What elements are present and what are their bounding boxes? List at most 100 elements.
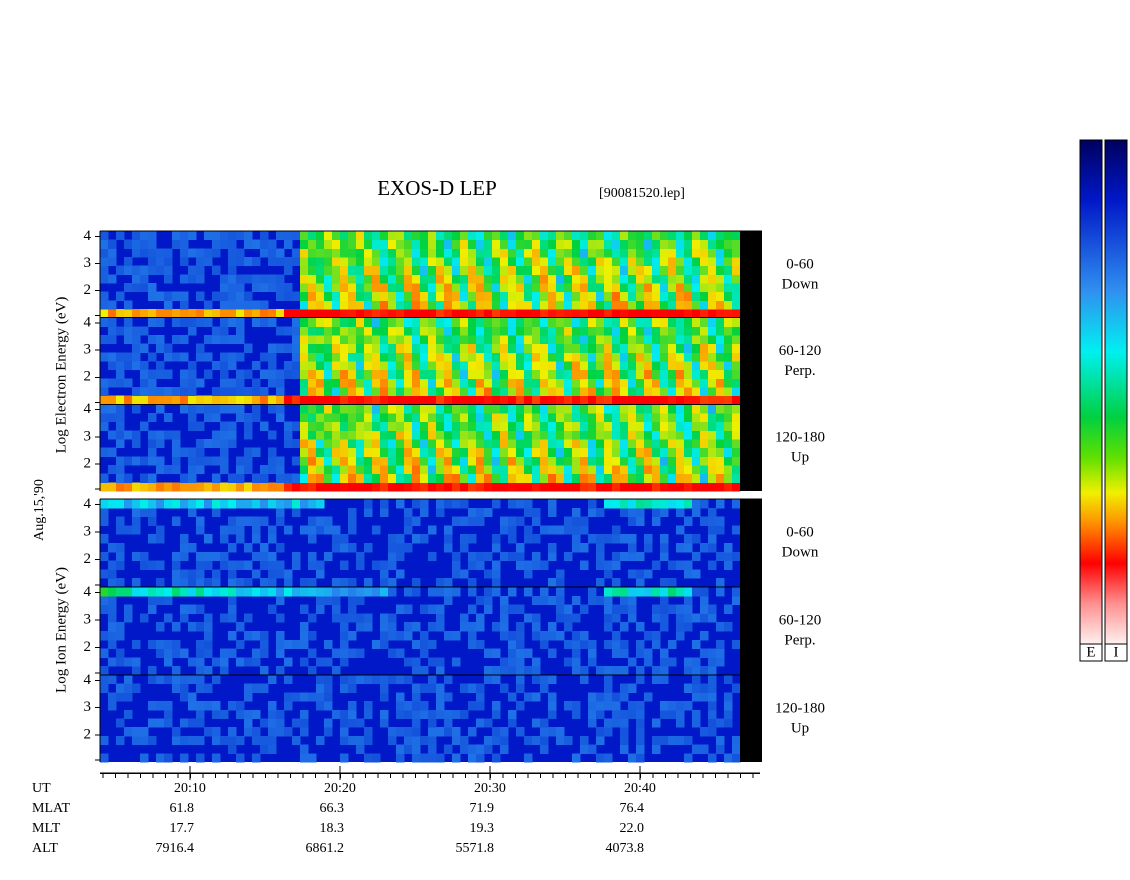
spectrogram-cell — [348, 525, 357, 535]
spectrogram-cell — [468, 274, 477, 284]
spectrogram-cell — [172, 291, 181, 301]
spectrogram-cell — [252, 587, 261, 597]
spectrogram-cell — [492, 735, 501, 746]
spectrogram-cell — [196, 516, 205, 526]
spectrogram-cell — [500, 683, 509, 693]
spectrogram-cell — [484, 274, 493, 284]
spectrogram-cell — [300, 578, 309, 588]
spectrogram-cell — [604, 430, 613, 440]
spectrogram-cell — [132, 499, 141, 509]
spectrogram-cell — [324, 239, 333, 249]
spectrogram-cell — [636, 507, 645, 518]
spectrogram-cell — [356, 648, 365, 658]
spectrogram-cell — [300, 421, 309, 431]
spectrogram-cell — [364, 430, 373, 440]
spectrogram-cell — [268, 560, 277, 570]
spectrogram-cell — [348, 473, 357, 483]
spectrogram-cell — [268, 257, 277, 267]
spectrogram-cell — [492, 378, 501, 388]
spectrogram-cell — [692, 499, 701, 509]
spectrogram-cell — [628, 430, 637, 440]
spectrogram-cell — [292, 551, 301, 562]
spectrogram-cell — [580, 335, 589, 345]
spectrogram-cell — [668, 560, 677, 570]
spectrogram-cell — [708, 343, 717, 353]
spectrogram-cell — [404, 239, 413, 249]
spectrogram-cell — [692, 369, 701, 379]
spectrogram-cell — [516, 648, 525, 658]
spectrogram-cell — [396, 300, 405, 310]
spectrogram-cell — [244, 300, 253, 310]
spectrogram-cell — [124, 482, 133, 492]
spectrogram-cell — [572, 701, 581, 711]
spectrogram-cell — [652, 447, 661, 457]
spectrogram-cell — [380, 257, 389, 267]
spectrogram-cell — [276, 231, 285, 241]
spectrogram-cell — [460, 309, 469, 319]
spectrogram-cell — [620, 438, 629, 449]
spectrogram-cell — [212, 361, 221, 371]
spectrogram-cell — [148, 335, 157, 345]
spectrogram-cell — [444, 473, 453, 483]
spectrogram-cell — [604, 622, 613, 632]
spectrogram-cell — [628, 657, 637, 667]
spectrogram-cell — [180, 309, 189, 319]
spectrogram-cell — [692, 683, 701, 693]
spectrogram-cell — [500, 369, 509, 379]
spectrogram-cell — [332, 231, 341, 241]
spectrogram-cell — [636, 456, 645, 466]
spectrogram-cell — [652, 257, 661, 267]
spectrogram-cell — [212, 675, 221, 685]
spectrogram-cell — [108, 378, 117, 388]
spectrogram-cell — [284, 692, 293, 702]
spectrogram-cell — [484, 239, 493, 249]
spectrogram-cell — [148, 309, 157, 319]
spectrogram-cell — [652, 239, 661, 249]
spectrogram-cell — [636, 578, 645, 588]
spectrogram-cell — [204, 257, 213, 267]
spectrogram-cell — [660, 421, 669, 431]
spectrogram-cell — [636, 421, 645, 431]
spectrogram-cell — [172, 456, 181, 466]
spectrogram-cell — [484, 666, 493, 676]
spectrogram-cell — [564, 421, 573, 431]
spectrogram-cell — [356, 291, 365, 301]
spectrogram-cell — [572, 335, 581, 345]
spectrogram-cell — [372, 335, 381, 345]
spectrogram-cell — [684, 613, 693, 623]
spectrogram-cell — [404, 727, 413, 737]
spectrogram-cell — [196, 378, 205, 388]
spectrogram-cell — [508, 257, 517, 267]
spectrogram-cell — [644, 543, 653, 553]
spectrogram-cell — [340, 464, 349, 475]
spectrogram-cell — [100, 231, 109, 241]
spectrogram-cell — [484, 265, 493, 275]
spectrogram-cell — [340, 239, 349, 249]
spectrogram-cell — [652, 631, 661, 641]
spectrogram-cell — [292, 335, 301, 345]
spectrogram-cell — [364, 578, 373, 588]
spectrogram-cell — [220, 335, 229, 345]
spectrogram-cell — [236, 231, 245, 241]
spectrogram-cell — [188, 447, 197, 457]
spectrogram-cell — [164, 709, 173, 719]
spectrogram-cell — [612, 534, 621, 544]
spectrogram-cell — [588, 744, 597, 754]
spectrogram-cell — [468, 248, 477, 258]
spectrogram-cell — [532, 657, 541, 667]
spectrogram-cell — [428, 622, 437, 632]
spectrogram-cell — [604, 683, 613, 693]
spectrogram-cell — [380, 352, 389, 362]
spectrogram-cell — [244, 447, 253, 457]
spectrogram-cell — [148, 378, 157, 388]
spectrogram-cell — [300, 248, 309, 258]
spectrogram-cell — [636, 300, 645, 310]
spectrogram-cell — [500, 378, 509, 388]
spectrogram-cell — [516, 291, 525, 301]
spectrogram-cell — [292, 291, 301, 301]
spectrogram-cell — [708, 482, 717, 492]
spectrogram-cell — [100, 735, 109, 746]
spectrogram-cell — [628, 335, 637, 345]
spectrogram-cell — [284, 525, 293, 535]
spectrogram-cell — [164, 309, 173, 319]
